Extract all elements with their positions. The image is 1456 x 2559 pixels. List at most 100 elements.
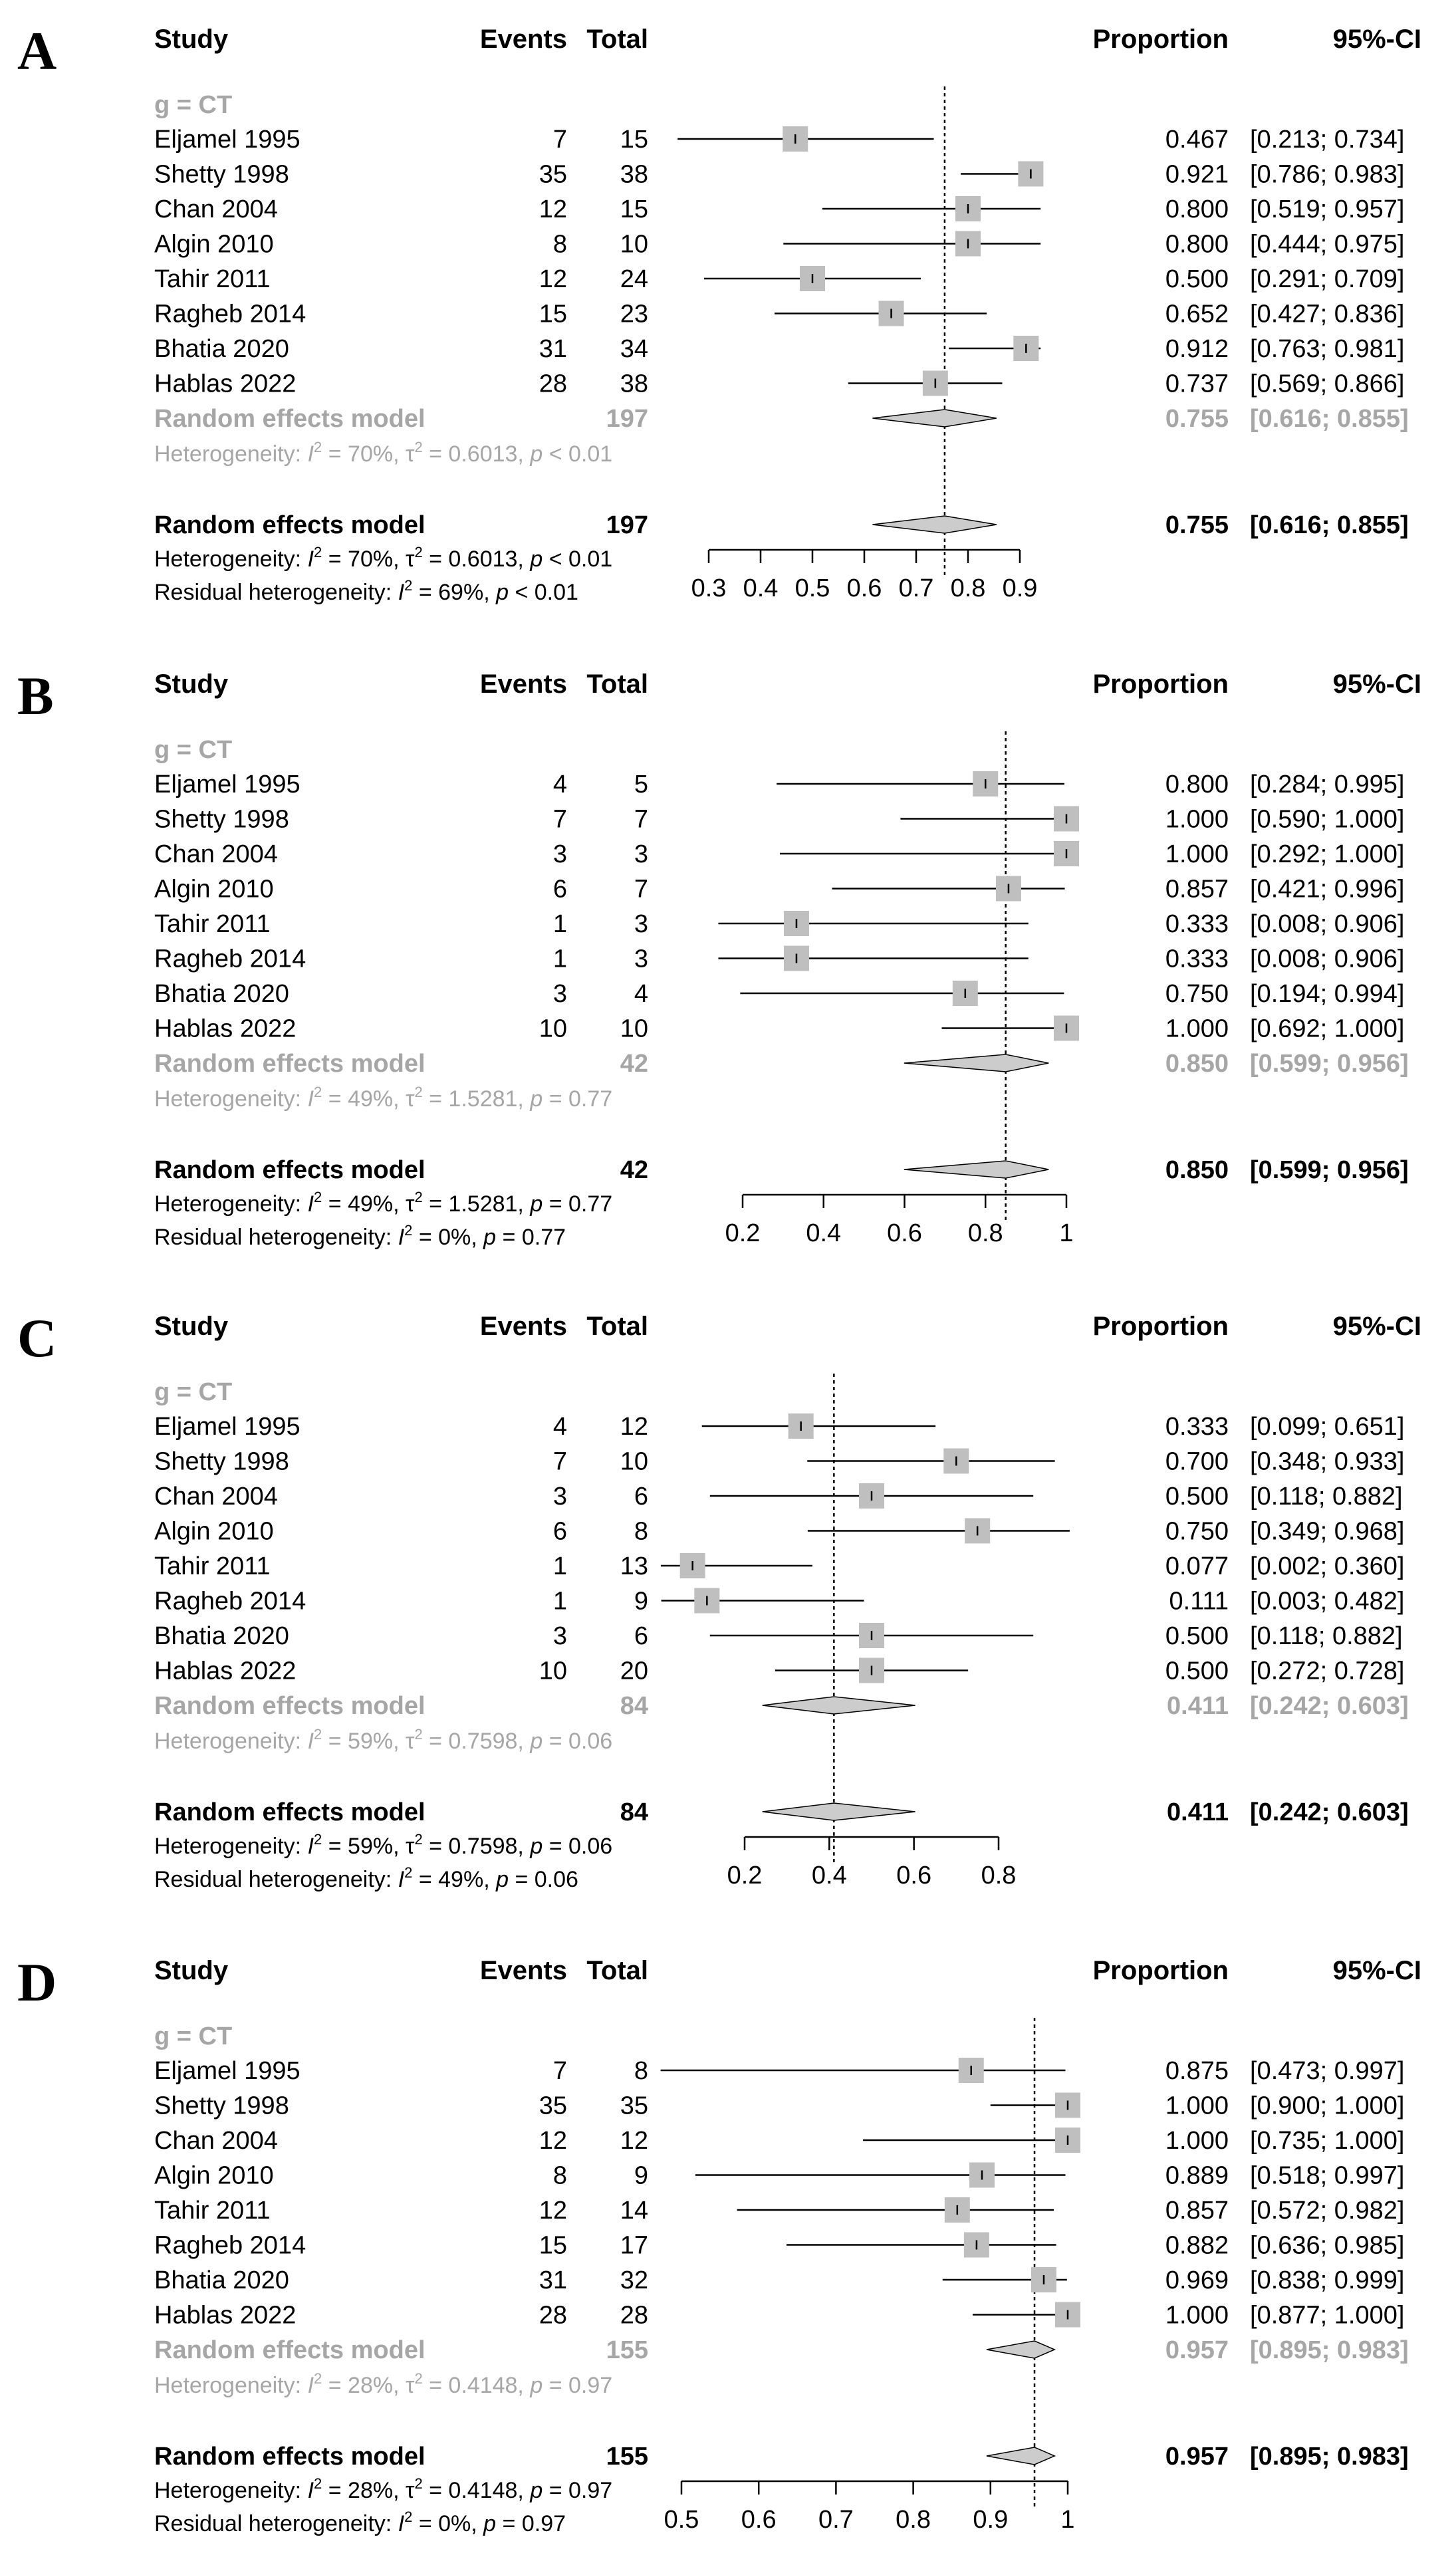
overall-diamond [904,1160,1049,1179]
x-tick-label: 0.6 [887,1219,922,1247]
subgroup-model-label: Random effects model [154,405,425,433]
study-total: 34 [620,335,648,363]
study-total: 10 [620,231,648,259]
x-tick-label: 0.9 [1003,574,1038,602]
study-total: 7 [634,806,648,834]
header-proportion: Proportion [1093,670,1229,699]
study-proportion: 0.800 [1165,195,1229,223]
study-events: 6 [553,876,567,904]
study-proportion: 0.333 [1165,945,1229,973]
subgroup-label: g = CT [154,1378,232,1406]
study-ci: [0.519; 0.957] [1250,195,1404,223]
x-tick-label: 0.4 [743,574,779,602]
study-events: 1 [553,910,567,938]
study-row: Tahir 2011 12 14 0.857 [0.572; 0.982] [154,2197,1404,2225]
study-total: 28 [620,2302,648,2330]
study-row: Bhatia 2020 31 34 0.912 [0.763; 0.981] [154,335,1404,363]
study-events: 3 [553,1483,567,1511]
header-events: Events [480,1312,567,1341]
study-total: 24 [620,265,648,293]
study-proportion: 0.857 [1165,876,1229,904]
study-total: 14 [620,2197,648,2225]
overall-heterogeneity: Heterogeneity: I2 = 70%, τ2 = 0.6013, p … [154,544,612,572]
study-proportion: 0.700 [1165,1448,1229,1476]
study-ci: [0.590; 1.000] [1250,806,1404,834]
panel-b-label: B [17,666,54,726]
study-total: 15 [620,126,648,154]
overall-total: 197 [606,511,648,539]
header-study: Study [154,1312,229,1341]
header-ci: 95%-CI [1333,1312,1421,1341]
x-axis: 0.2 0.4 0.6 0.8 1 [725,1193,1074,1247]
study-ci: [0.421; 0.996] [1250,876,1404,904]
study-total: 3 [634,840,648,868]
study-ci: [0.008; 0.906] [1250,945,1404,973]
subgroup-heterogeneity: Heterogeneity: I2 = 59%, τ2 = 0.7598, p … [154,1726,612,1754]
subgroup-total: 84 [620,1692,648,1720]
x-tick-label: 0.7 [818,2506,854,2534]
study-row: Bhatia 2020 3 6 0.500 [0.118; 0.882] [154,1622,1403,1650]
overall-model-label: Random effects model [154,1156,425,1184]
study-row: Shetty 1998 35 38 0.921 [0.786; 0.983] [154,161,1404,189]
study-name: Algin 2010 [154,2162,274,2190]
study-proportion: 0.500 [1165,1483,1229,1511]
study-proportion: 1.000 [1165,806,1229,834]
study-total: 6 [634,1483,648,1511]
overall-proportion: 0.411 [1167,1798,1229,1826]
x-axis: 0.3 0.4 0.5 0.6 0.7 0.8 0.9 [691,548,1038,602]
study-proportion: 0.750 [1165,980,1229,1008]
x-axis: 0.5 0.6 0.7 0.8 0.9 1 [664,2480,1075,2534]
study-name: Algin 2010 [154,876,274,904]
header-study: Study [154,1956,229,1985]
subgroup-ci: [0.895; 0.983] [1250,2336,1409,2364]
study-row: Algin 2010 8 10 0.800 [0.444; 0.975] [154,231,1404,259]
header-study: Study [154,25,229,54]
study-proportion: 1.000 [1165,2302,1229,2330]
study-events: 7 [553,126,567,154]
study-ci: [0.099; 0.651] [1250,1413,1404,1441]
overall-heterogeneity: Heterogeneity: I2 = 28%, τ2 = 0.4148, p … [154,2475,612,2503]
header-total: Total [586,1312,648,1341]
study-name: Bhatia 2020 [154,2266,289,2294]
study-total: 10 [620,1448,648,1476]
x-tick-label: 0.8 [951,574,986,602]
study-proportion: 0.111 [1169,1588,1229,1616]
study-ci: [0.692; 1.000] [1250,1015,1404,1043]
subgroup-label: g = CT [154,91,232,119]
x-tick-label: 0.8 [981,1862,1017,1889]
subgroup-proportion: 0.755 [1165,405,1229,433]
subgroup-heterogeneity: Heterogeneity: I2 = 49%, τ2 = 1.5281, p … [154,1084,612,1112]
study-ci: [0.427; 0.836] [1250,301,1404,328]
overall-total: 42 [620,1156,648,1184]
study-total: 3 [634,910,648,938]
study-total: 9 [634,1588,648,1616]
subgroup-heterogeneity: Heterogeneity: I2 = 70%, τ2 = 0.6013, p … [154,439,612,467]
study-events: 8 [553,2162,567,2190]
subgroup-ci: [0.616; 0.855] [1250,405,1409,433]
study-name: Tahir 2011 [154,1552,271,1580]
study-total: 8 [634,1518,648,1546]
subgroup-diamond [762,1696,915,1715]
panel-c: C Study Events Total Proportion 95%-CI g = CT E… [17,1308,1421,1892]
header-ci: 95%-CI [1333,1956,1421,1985]
study-total: 15 [620,195,648,223]
study-name: Bhatia 2020 [154,1622,289,1650]
overall-proportion: 0.850 [1165,1156,1229,1184]
panel-d-label: D [17,1952,57,2012]
study-name: Ragheb 2014 [154,2232,306,2260]
study-events: 10 [539,1015,567,1043]
study-row: Hablas 2022 10 20 0.500 [0.272; 0.728] [154,1657,1404,1685]
subgroup-proportion: 0.850 [1165,1050,1229,1078]
study-ci: [0.118; 0.882] [1250,1622,1403,1650]
study-row: Shetty 1998 7 7 1.000 [0.590; 1.000] [154,806,1404,834]
study-events: 7 [553,1448,567,1476]
overall-proportion: 0.957 [1165,2443,1229,2471]
study-name: Ragheb 2014 [154,1588,306,1616]
header-ci: 95%-CI [1333,670,1421,699]
overall-total: 84 [620,1798,648,1826]
study-row: Tahir 2011 1 13 0.077 [0.002; 0.360] [154,1552,1404,1580]
study-proportion: 1.000 [1165,1015,1229,1043]
study-proportion: 0.889 [1165,2162,1229,2190]
study-proportion: 0.500 [1165,265,1229,293]
study-events: 35 [539,161,567,189]
